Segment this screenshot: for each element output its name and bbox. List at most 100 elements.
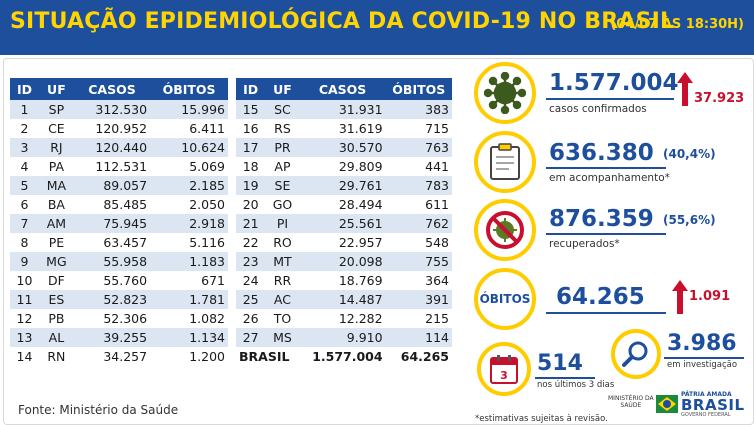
row-uf: PE: [48, 235, 65, 250]
row-uf: AM: [38, 214, 74, 233]
confirmed-value: 1.577.004: [549, 70, 679, 96]
col-casos: CASOS: [299, 78, 386, 100]
row-casos: 18.769: [338, 273, 383, 288]
table-row: 6 BA 85.485 2.050: [10, 195, 228, 214]
table-row: 15 SC 31.931 383: [236, 100, 452, 119]
last3days-circle: 3: [477, 342, 531, 396]
row-id: 25: [236, 290, 266, 309]
row-id: 7: [10, 214, 39, 233]
table-row: 8 PE 63.457 5.116: [10, 233, 228, 252]
table-row: 13 AL 39.255 1.134: [10, 328, 228, 347]
row-uf: RJ: [38, 138, 74, 157]
row-uf: TO: [273, 311, 292, 326]
col-id: ID: [236, 78, 266, 100]
row-uf: RR: [273, 273, 292, 288]
row-casos: 39.255: [73, 328, 151, 347]
row-casos: 85.485: [103, 197, 148, 212]
row-id: 5: [10, 176, 39, 195]
row-casos: 75.945: [73, 214, 151, 233]
row-casos: 22.957: [338, 235, 383, 250]
row-casos: 120.952: [95, 121, 148, 136]
row-uf: ES: [38, 290, 74, 309]
row-obitos: 383: [385, 100, 452, 119]
row-casos: 52.306: [103, 311, 148, 326]
calendar-number: 3: [500, 369, 508, 382]
row-casos: 25.561: [299, 214, 386, 233]
row-id: 3: [10, 138, 39, 157]
row-casos: 63.457: [103, 235, 148, 250]
deaths-circle: ÓBITOS: [474, 268, 536, 330]
table-row: 27 MS 9.910 114: [236, 328, 452, 347]
brazil-flag-logo: [656, 393, 678, 415]
brand-main: BRASIL: [681, 396, 745, 414]
row-casos: 31.619: [338, 121, 383, 136]
table-row: 14 RN 34.257 1.200: [10, 347, 228, 366]
row-obitos: 5.116: [189, 235, 225, 250]
row-obitos: 215: [425, 311, 449, 326]
table-row: 16 RS 31.619 715: [236, 119, 452, 138]
total-cases: 1.577.004: [299, 347, 386, 366]
table-header-row: ID UF CASOS ÓBITOS: [236, 78, 452, 100]
table-row: 24 RR 18.769 364: [236, 271, 452, 290]
ministry-logo: MINISTÉRIO DA SAÚDE: [608, 395, 654, 409]
row-casos: 9.910: [299, 328, 386, 347]
col-id: ID: [10, 78, 39, 100]
row-uf: AC: [265, 290, 300, 309]
brand-sub: GOVERNO FEDERAL: [681, 412, 731, 418]
row-casos: 31.931: [299, 100, 386, 119]
col-obitos: ÓBITOS: [150, 78, 228, 100]
row-obitos: 783: [385, 176, 452, 195]
total-label: BRASIL: [236, 347, 300, 366]
row-uf: CE: [48, 121, 65, 136]
row-uf: GO: [272, 197, 293, 212]
row-id: 4: [20, 159, 29, 174]
row-id: 10: [16, 273, 33, 288]
row-uf: AP: [274, 159, 291, 174]
row-id: 18: [242, 159, 259, 174]
table-row: 3 RJ 120.440 10.624: [10, 138, 228, 157]
row-id: 22: [242, 235, 259, 250]
row-id: 6: [20, 197, 29, 212]
row-obitos: 6.411: [189, 121, 225, 136]
ministry-line-2: SAÚDE: [620, 402, 642, 409]
recovered-value: 876.359: [549, 206, 654, 232]
table-row: 10 DF 55.760 671: [10, 271, 228, 290]
row-uf: AL: [38, 328, 74, 347]
recovered-circle: [474, 199, 536, 261]
row-id: 26: [242, 311, 259, 326]
confirmed-circle: [474, 62, 536, 124]
states-table-right: ID UF CASOS ÓBITOS 15 SC 31.931 383 16 RS 31.6…: [236, 78, 452, 366]
ministry-line-1: MINISTÉRIO DA: [608, 395, 654, 402]
row-id: 9: [10, 252, 39, 271]
row-obitos: 763: [385, 138, 452, 157]
header-bar: SITUAÇÃO EPIDEMIOLÓGICA DA COVID-19 NO B…: [0, 0, 754, 55]
investigation-value: 3.986: [667, 331, 737, 356]
row-casos: 112.531: [95, 159, 148, 174]
row-obitos: 1.781: [150, 290, 228, 309]
row-uf: PI: [265, 214, 300, 233]
table-row: 12 PB 52.306 1.082: [10, 309, 228, 328]
table-row: 4 PA 112.531 5.069: [10, 157, 228, 176]
last3days-underline: [535, 377, 595, 379]
row-obitos: 441: [425, 159, 449, 174]
col-uf: UF: [38, 78, 74, 100]
row-obitos: 548: [425, 235, 449, 250]
magnifier-icon: [622, 341, 648, 367]
monitoring-value: 636.380: [549, 140, 654, 166]
row-obitos: 1.200: [189, 349, 225, 364]
row-obitos: 5.069: [189, 159, 225, 174]
table-row: 9 MG 55.958 1.183: [10, 252, 228, 271]
footnote: *estimativas sujeitas à revisão.: [475, 414, 608, 424]
investigation-underline: [664, 357, 744, 359]
row-obitos: 2.185: [150, 176, 228, 195]
row-id: 17: [236, 138, 266, 157]
row-uf: SP: [38, 100, 74, 119]
table-header-row: ID UF CASOS ÓBITOS: [10, 78, 228, 100]
row-id: 21: [236, 214, 266, 233]
row-casos: 120.440: [73, 138, 151, 157]
table-row: 22 RO 22.957 548: [236, 233, 452, 252]
row-obitos: 671: [201, 273, 225, 288]
row-uf: PA: [48, 159, 65, 174]
report-date: (04/07 ÀS 18:30H): [610, 17, 744, 32]
row-obitos: 755: [385, 252, 452, 271]
